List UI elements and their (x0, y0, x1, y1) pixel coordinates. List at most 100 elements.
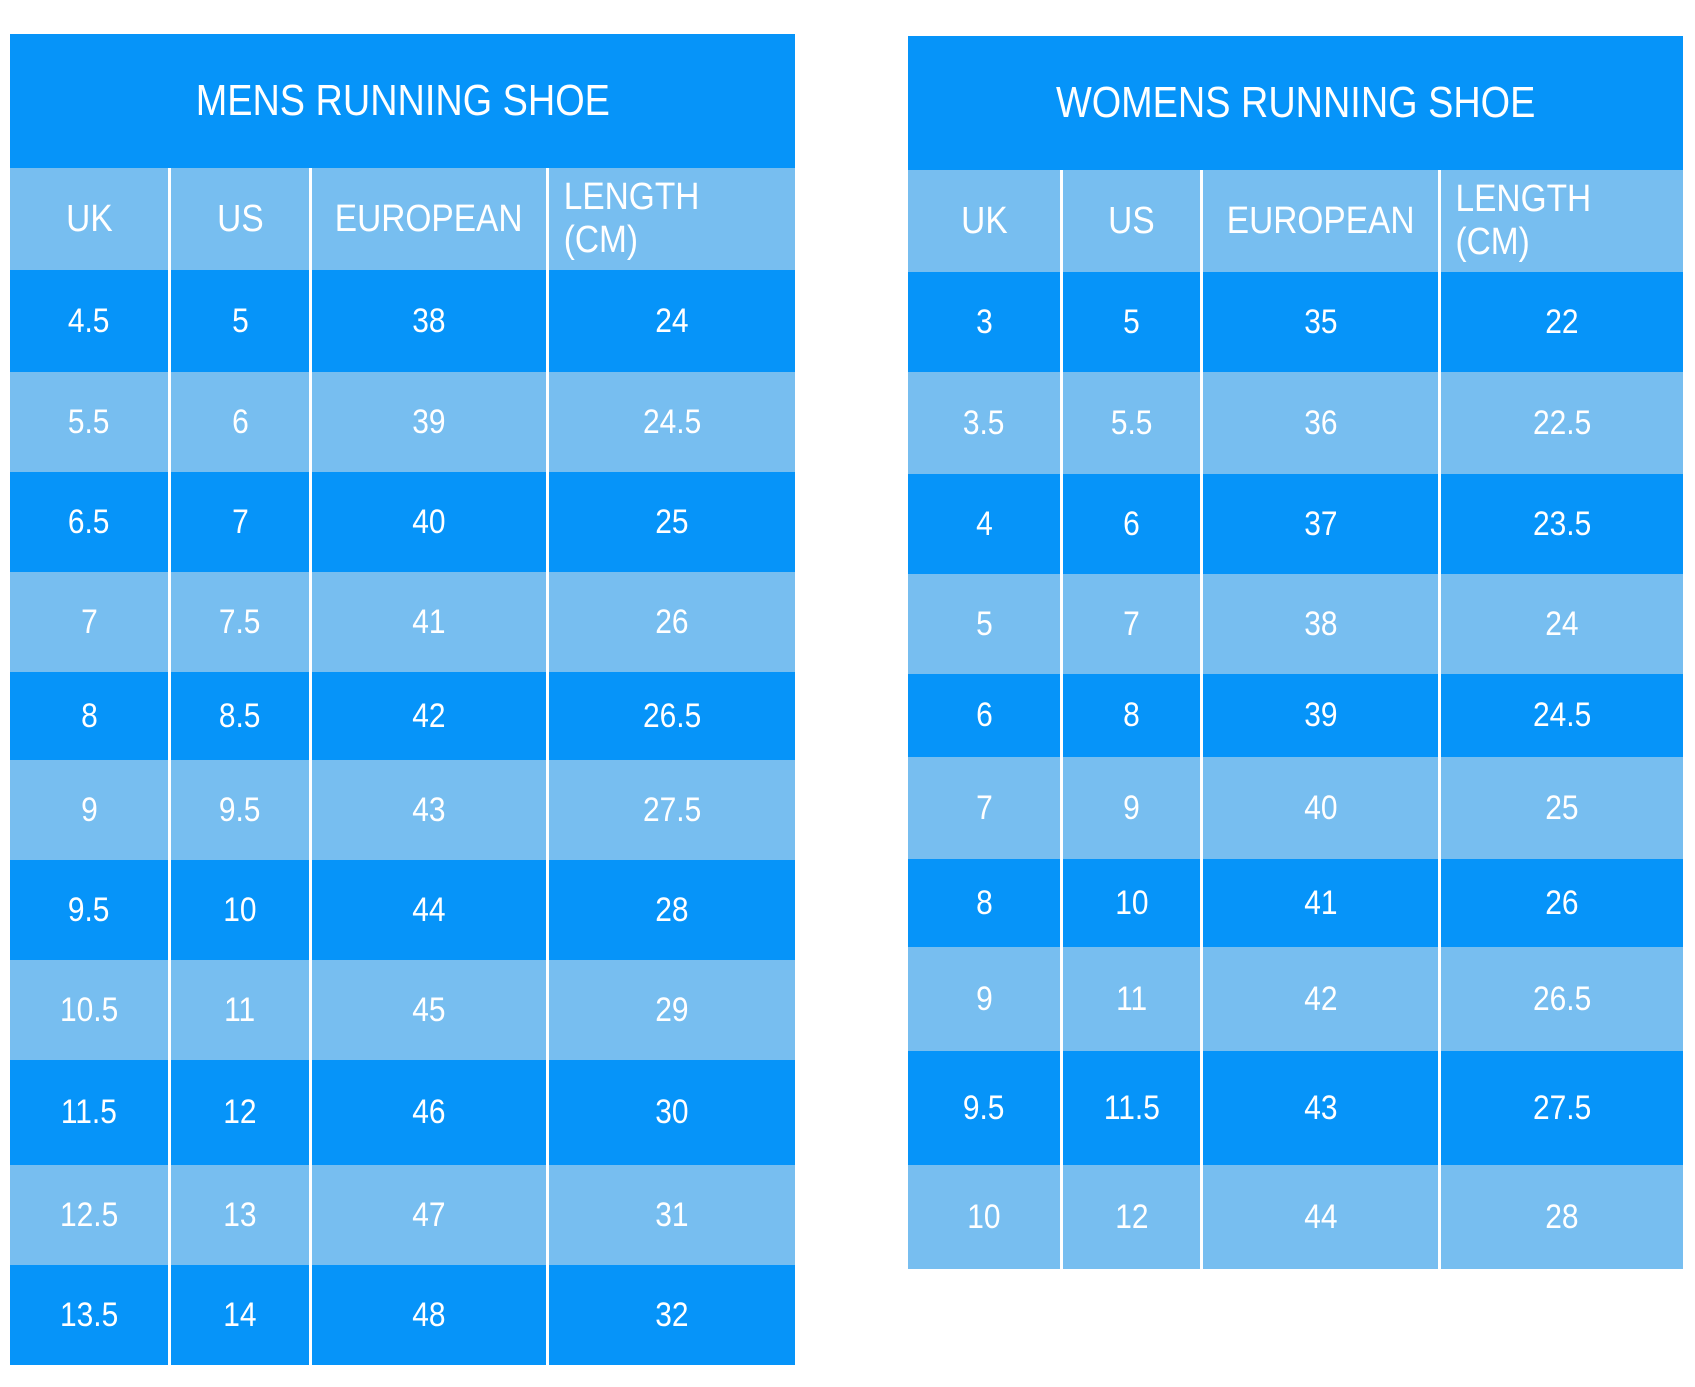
table-cell: 26 (546, 572, 795, 672)
table-row: 13.5 14 48 32 (10, 1265, 795, 1365)
table-cell-value: 11 (224, 990, 256, 1029)
table-cell: 10 (168, 860, 309, 960)
table-row: 9 11 42 26.5 (908, 947, 1683, 1051)
table-cell-value: 7.5 (219, 602, 261, 641)
table-cell: 22.5 (1438, 372, 1683, 474)
column-header-label: UK (960, 199, 1008, 242)
table-cell: 26 (1438, 859, 1683, 947)
table-cell-value: 7 (231, 502, 249, 541)
table-row: 4 6 37 23.5 (908, 474, 1683, 574)
column-header: EUROPEAN (1200, 170, 1438, 272)
table-cell-value: 4 (975, 504, 993, 543)
table-cell-value: 41 (412, 602, 446, 641)
table-row: 3 5 35 22 (908, 272, 1683, 372)
table-cell-value: 26 (655, 602, 689, 641)
table-cell-value: 24.5 (642, 402, 702, 441)
table-cell: 5 (908, 574, 1060, 674)
table-cell-value: 11 (1115, 979, 1148, 1018)
table-cell-value: 8 (1123, 696, 1140, 734)
table-cell: 24 (546, 270, 795, 372)
table-cell: 5.5 (10, 372, 168, 472)
table-cell-value: 38 (412, 301, 446, 340)
table-cell: 6 (168, 372, 309, 472)
column-header: UK (10, 168, 168, 270)
table-cell-value: 40 (412, 502, 446, 541)
table-cell: 29 (546, 960, 795, 1060)
column-header-label: EUROPEAN (335, 197, 523, 240)
table-cell-value: 6 (1123, 504, 1140, 543)
table-cell-value: 47 (412, 1195, 446, 1234)
table-cell: 13.5 (10, 1265, 168, 1365)
table-cell: 8 (10, 672, 168, 760)
table-cell: 42 (1200, 947, 1438, 1051)
table-cell: 7 (168, 472, 309, 572)
table-cell: 9 (1060, 757, 1200, 859)
table-cell: 23.5 (1438, 474, 1683, 574)
table-cell: 22 (1438, 272, 1683, 372)
table-cell: 41 (1200, 859, 1438, 947)
table-cell-value: 13.5 (59, 1295, 119, 1334)
table-cell: 24.5 (546, 372, 795, 472)
table-cell-value: 11.5 (1103, 1088, 1160, 1127)
table-cell-value: 3 (975, 302, 993, 341)
table-cell-value: 37 (1303, 504, 1338, 543)
table-cell-value: 5 (1123, 302, 1140, 341)
column-header-label: LENGTH (CM) (563, 176, 700, 261)
table-cell: 3 (908, 272, 1060, 372)
table-cell-value: 6 (231, 402, 249, 441)
table-cell-value: 44 (412, 890, 446, 929)
table-cell-value: 9 (80, 790, 98, 829)
table-cell-value: 48 (412, 1295, 446, 1334)
table-cell-value: 9 (975, 979, 993, 1018)
table-cell-value: 30 (655, 1093, 689, 1131)
table-cell-value: 11.5 (60, 1093, 118, 1131)
table-cell-value: 9.5 (219, 790, 261, 829)
table-cell: 9.5 (168, 760, 309, 860)
table-cell: 31 (546, 1165, 795, 1265)
table-cell-value: 8 (975, 883, 993, 922)
table-cell: 36 (1200, 372, 1438, 474)
column-header-label: EUROPEAN (1226, 199, 1415, 242)
table-cell: 5.5 (1060, 372, 1200, 474)
table-cell-value: 10.5 (59, 990, 119, 1029)
table-cell: 4 (908, 474, 1060, 574)
table-row: 10 12 44 28 (908, 1165, 1683, 1269)
womens-size-table: WOMENS RUNNING SHOE UK US EUROPEAN LENGT… (908, 36, 1683, 1269)
table-cell-value: 7 (1123, 604, 1140, 643)
table-cell: 28 (1438, 1165, 1683, 1269)
table-cell-value: 27.5 (1532, 1088, 1592, 1127)
table-cell-value: 12.5 (59, 1195, 119, 1234)
table-cell: 38 (309, 270, 546, 372)
table-cell: 27.5 (1438, 1051, 1683, 1165)
table-cell-value: 28 (1545, 1197, 1579, 1236)
table-row: 8 10 41 26 (908, 859, 1683, 947)
table-cell: 8 (1060, 674, 1200, 757)
table-cell: 24.5 (1438, 674, 1683, 757)
table-cell: 44 (1200, 1165, 1438, 1269)
table-body: 4.5 5 38 24 5.5 6 39 24.5 6.5 7 40 25 7 7.5 41 26 8 8.5 42… (10, 270, 795, 1365)
table-cell: 7 (1060, 574, 1200, 674)
table-cell: 7.5 (168, 572, 309, 672)
column-header: LENGTH (CM) (1438, 170, 1683, 272)
table-cell: 25 (1438, 757, 1683, 859)
table-cell-value: 31 (655, 1195, 689, 1234)
table-cell: 12.5 (10, 1165, 168, 1265)
table-cell: 5 (168, 270, 309, 372)
table-cell-value: 29 (655, 990, 689, 1029)
table-cell: 40 (309, 472, 546, 572)
table-cell-value: 25 (655, 502, 689, 541)
table-row: 6.5 7 40 25 (10, 472, 795, 572)
table-cell-value: 22 (1545, 302, 1579, 341)
table-cell-value: 8.5 (219, 696, 261, 735)
column-header: UK (908, 170, 1060, 272)
table-cell: 41 (309, 572, 546, 672)
table-cell: 6.5 (10, 472, 168, 572)
table-cell: 9.5 (908, 1051, 1060, 1165)
table-cell-value: 9 (1123, 788, 1140, 827)
table-row: 5 7 38 24 (908, 574, 1683, 674)
table-cell: 7 (10, 572, 168, 672)
table-cell: 5 (1060, 272, 1200, 372)
table-title: WOMENS RUNNING SHOE (908, 36, 1683, 170)
table-cell: 14 (168, 1265, 309, 1365)
table-row: 4.5 5 38 24 (10, 270, 795, 372)
